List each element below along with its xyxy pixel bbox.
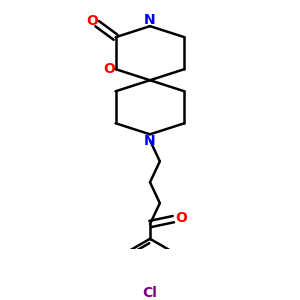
Text: O: O — [103, 62, 116, 76]
Text: O: O — [175, 211, 187, 225]
Text: N: N — [144, 13, 156, 27]
Text: N: N — [144, 134, 156, 148]
Text: O: O — [86, 14, 98, 28]
Text: Cl: Cl — [142, 286, 158, 300]
